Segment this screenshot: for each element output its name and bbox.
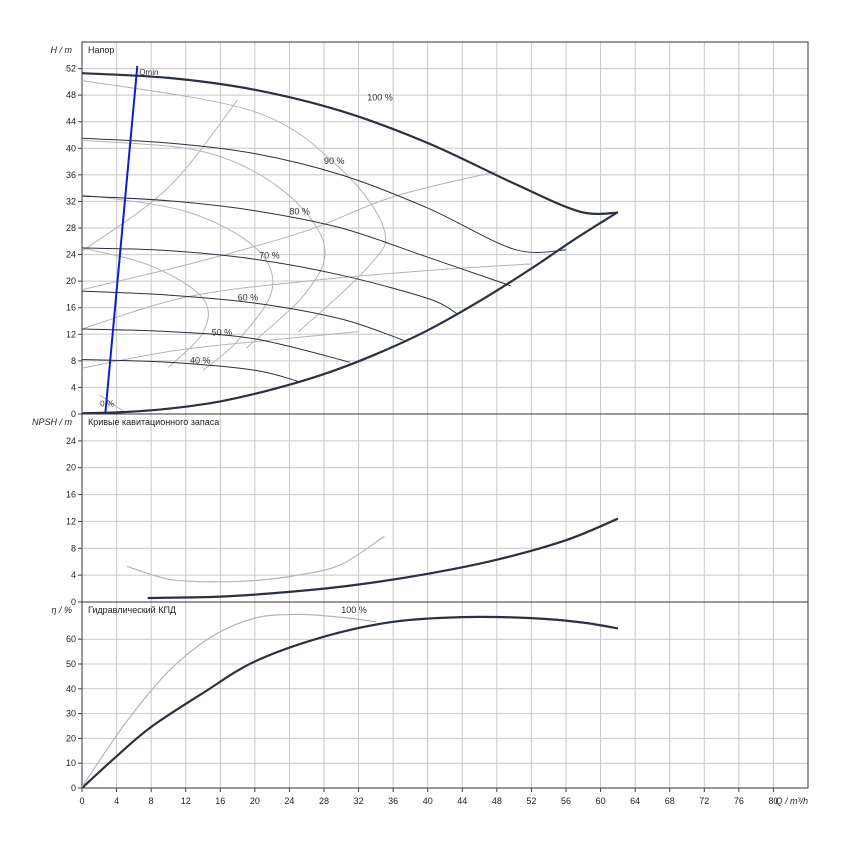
y-tick-label: 36 [66, 170, 76, 180]
y-tick-label: 16 [66, 490, 76, 500]
x-tick-label: 44 [457, 796, 467, 806]
y-tick-label: 40 [66, 684, 76, 694]
curve-efficiency [82, 613, 376, 788]
curve-npsh [126, 535, 385, 583]
panel-series-npsh [126, 517, 619, 600]
y-tick-label: 10 [66, 758, 76, 768]
curve-label: 100 % [367, 92, 393, 102]
min-speed-label: 0 % [100, 400, 114, 409]
y-tick-label: 4 [71, 570, 76, 580]
curve-label: 90 % [324, 156, 345, 166]
x-tick-label: 16 [215, 796, 225, 806]
curve-label: 40 % [190, 356, 211, 366]
y-tick-label: 48 [66, 90, 76, 100]
x-tick-label: 12 [181, 796, 191, 806]
x-tick-label: 28 [319, 796, 329, 806]
power-line [82, 80, 387, 333]
x-tick-label: 4 [114, 796, 119, 806]
x-tick-label: 8 [149, 796, 154, 806]
panel-frame-efficiency [81, 601, 809, 789]
y-tick-label: 12 [66, 516, 76, 526]
qmin-label: Qmin [139, 68, 158, 77]
y-tick-label: 20 [66, 276, 76, 286]
curve-label: 70 % [259, 251, 280, 261]
curve-head [82, 137, 567, 253]
panel-series-head [82, 72, 619, 414]
y-tick-label: 0 [71, 783, 76, 793]
y-tick-label: 20 [66, 733, 76, 743]
panel-title-npsh: Кривые кавитационного запаса [88, 417, 219, 427]
curve-head [82, 290, 404, 341]
y-tick-label: 30 [66, 709, 76, 719]
y-tick-label: 16 [66, 303, 76, 313]
panel-title-head: Напор [88, 45, 114, 55]
y-tick-label: 8 [71, 356, 76, 366]
power-line [82, 139, 326, 349]
x-tick-label: 20 [250, 796, 260, 806]
curve-head [82, 211, 619, 414]
curve-npsh [147, 517, 619, 600]
y-tick-label: 0 [71, 597, 76, 607]
curve-label: 50 % [212, 328, 233, 338]
x-tick-label: 52 [526, 796, 536, 806]
x-tick-label: 32 [354, 796, 364, 806]
y-tick-label: 24 [66, 250, 76, 260]
y-tick-label: 24 [66, 436, 76, 446]
x-tick-label: 76 [734, 796, 744, 806]
y-tick-label: 40 [66, 143, 76, 153]
curve-head [82, 247, 458, 315]
x-axis-label: Q / m³/h [775, 796, 808, 806]
x-tick-label: 60 [596, 796, 606, 806]
y-tick-label: 8 [71, 543, 76, 553]
y-tick-label: 52 [66, 64, 76, 74]
x-tick-label: 48 [492, 796, 502, 806]
x-tick-label: 80 [768, 796, 778, 806]
curve-efficiency [82, 615, 619, 788]
curve-label: 100 % [341, 605, 367, 615]
panel-title-efficiency: Гидравлический КПД [88, 605, 176, 615]
curve-head [82, 195, 511, 287]
power-line [82, 194, 274, 371]
power-line [82, 247, 209, 368]
x-tick-label: 40 [423, 796, 433, 806]
y-tick-label: 28 [66, 223, 76, 233]
y-tick-label: 32 [66, 196, 76, 206]
x-tick-label: 24 [284, 796, 294, 806]
y-tick-label: 60 [66, 634, 76, 644]
x-tick-label: 72 [699, 796, 709, 806]
curve-head [82, 328, 351, 363]
x-tick-label: 68 [665, 796, 675, 806]
panel-series-efficiency [82, 613, 619, 788]
x-tick-label: 64 [630, 796, 640, 806]
qmin-line [104, 65, 139, 414]
y-axis-label-efficiency: η / % [51, 605, 72, 615]
curve-head [82, 72, 618, 216]
y-tick-label: 4 [71, 382, 76, 392]
y-axis-label-head: H / m [51, 45, 73, 55]
x-tick-label: 0 [79, 796, 84, 806]
x-tick-label: 36 [388, 796, 398, 806]
y-tick-label: 20 [66, 463, 76, 473]
curve-label: 60 % [238, 292, 259, 302]
y-tick-label: 12 [66, 329, 76, 339]
y-tick-label: 50 [66, 659, 76, 669]
y-axis-label-npsh: NPSH / m [32, 417, 73, 427]
curve-head [82, 359, 299, 382]
iso-efficiency-line [82, 171, 498, 291]
iso-efficiency-line [82, 99, 238, 252]
y-tick-label: 0 [71, 409, 76, 419]
curve-label: 80 % [289, 207, 310, 217]
panel-frame-npsh [81, 413, 809, 603]
y-tick-label: 44 [66, 117, 76, 127]
x-tick-label: 56 [561, 796, 571, 806]
